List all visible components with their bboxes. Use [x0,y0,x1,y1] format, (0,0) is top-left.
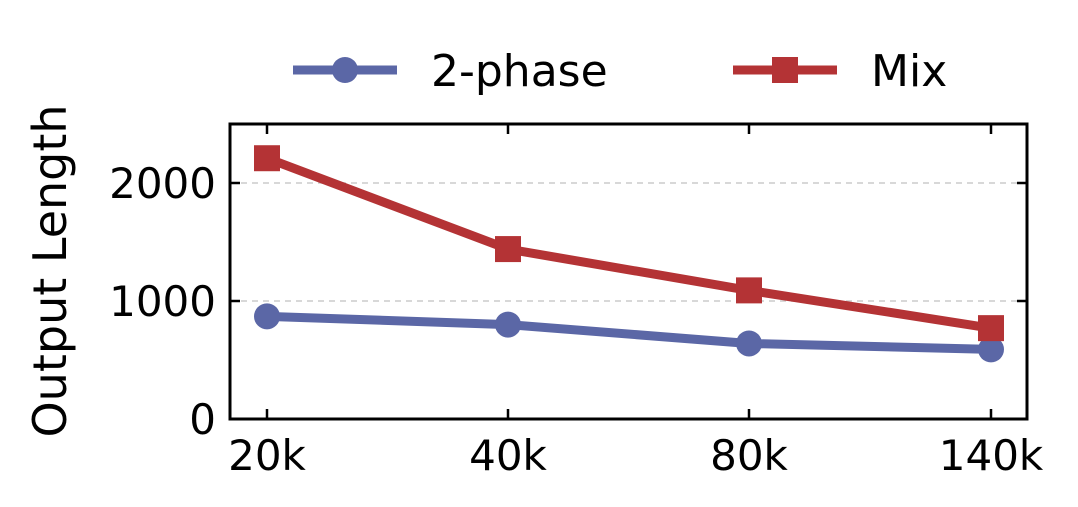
legend: 2-phase Mix [293,46,947,97]
plot-frame [228,122,1029,421]
data-point-square [495,236,521,263]
data-point-square [978,315,1004,342]
x-tick-label: 20k [228,431,306,480]
y-axis-title: Output Length [23,104,77,437]
series-layer [254,145,1004,363]
data-point-circle [978,336,1004,363]
legend-label: 2-phase [431,46,608,97]
legend-label: Mix [871,46,947,97]
y-tick-label: 2000 [109,159,216,208]
legend-marker-circle [332,57,358,83]
tick-labels: 0 1000 2000 20k 40k 80k 140k [109,159,1044,480]
ticks [230,124,1027,421]
grid-lines [230,182,1027,302]
x-tick-label: 140k [939,431,1044,480]
legend-marker-square [772,57,798,83]
y-tick-label: 0 [189,395,216,444]
data-point-circle [736,330,762,357]
data-point-circle [254,303,280,330]
y-tick-label: 1000 [109,277,216,326]
x-tick-label: 40k [469,431,547,480]
data-point-square [736,277,762,304]
series-line-2-phase [266,311,992,354]
data-point-square [254,145,280,172]
x-tick-label: 80k [710,431,788,480]
data-point-circle [495,311,521,338]
series-line-mix [265,154,992,333]
